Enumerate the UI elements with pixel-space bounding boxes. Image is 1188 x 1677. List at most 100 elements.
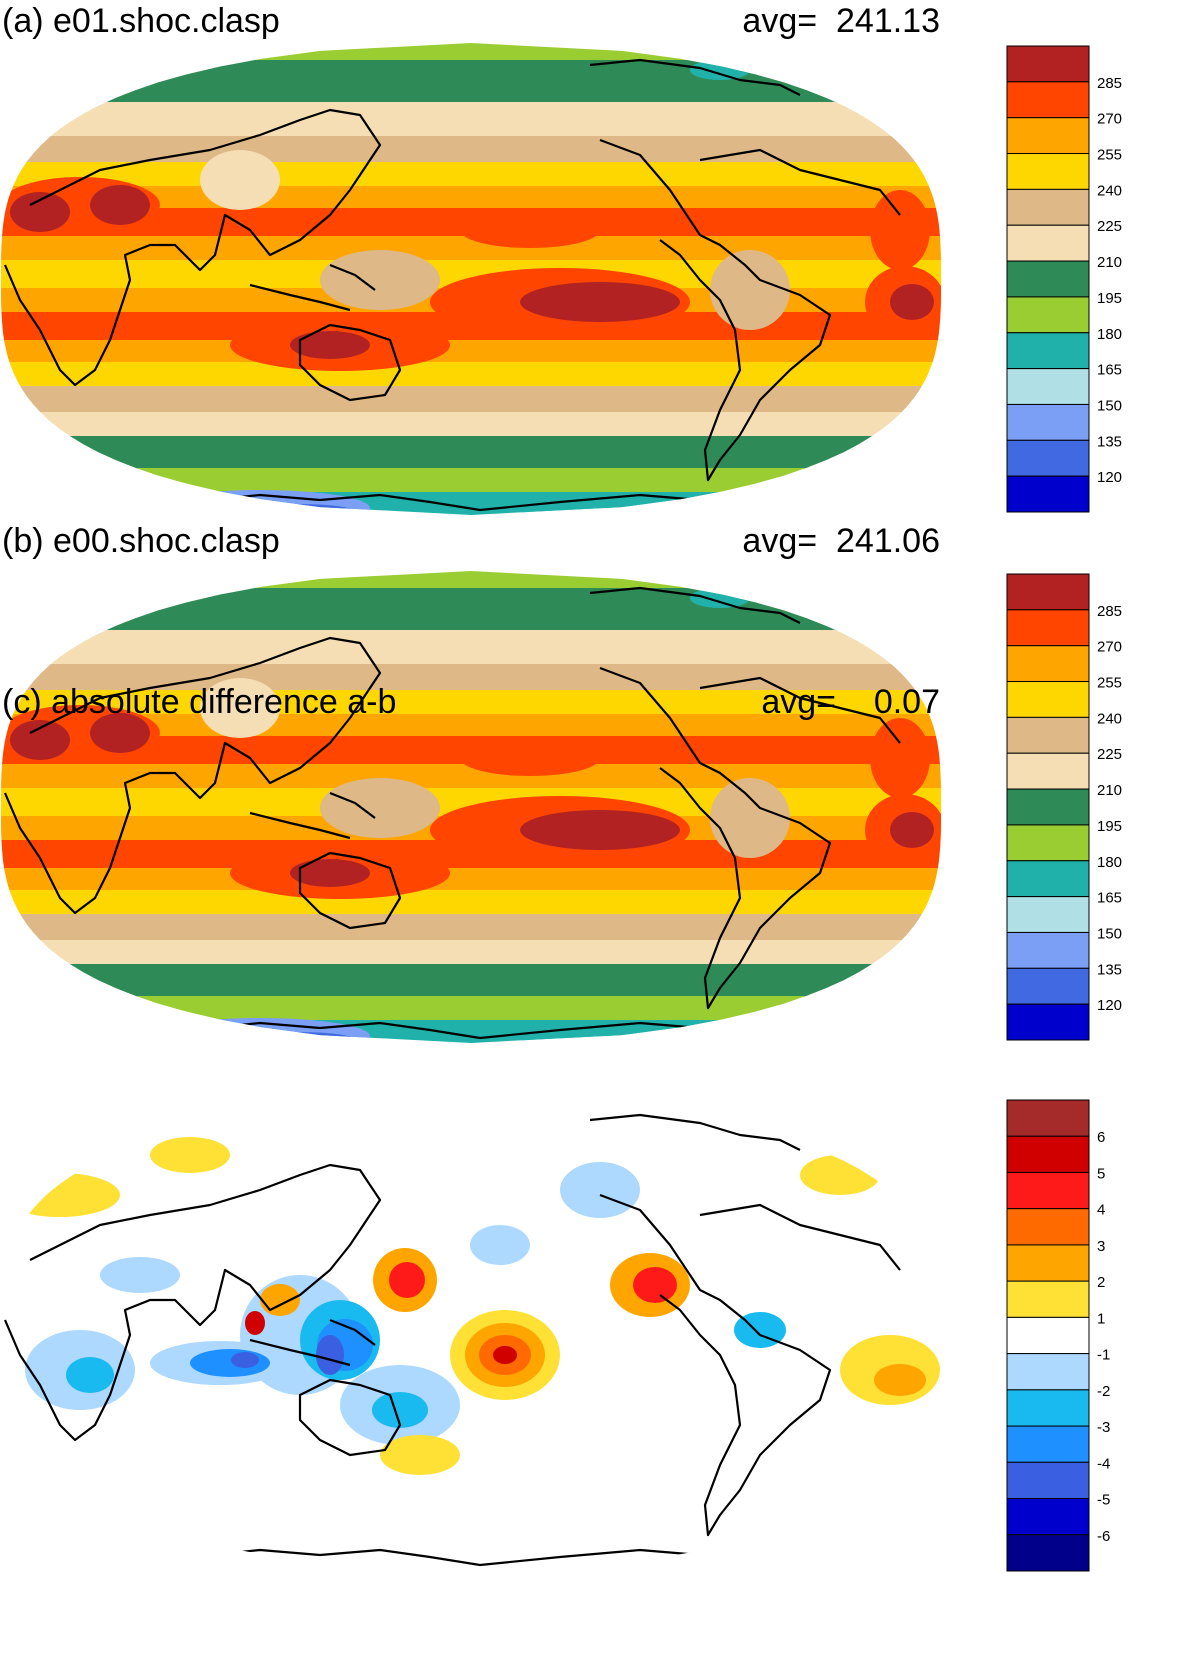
field-region: [890, 284, 934, 320]
panel-b-title: (b) e00.shoc.clasp: [2, 522, 280, 560]
colorbar-swatch: [1006, 1244, 1090, 1282]
colorbar-tick-label: -6: [1097, 1528, 1110, 1545]
colorbar-tick-label: 270: [1097, 111, 1122, 128]
colorbar-tick-label: 225: [1097, 218, 1122, 235]
difference-region: [633, 1267, 677, 1303]
colorbar-tick-label: 6: [1097, 1129, 1105, 1146]
colorbar-tick-label: -5: [1097, 1492, 1110, 1509]
colorbar-tick-label: 195: [1097, 290, 1122, 307]
colorbar-tick-label: -3: [1097, 1419, 1110, 1436]
colorbar-tick-label: 135: [1097, 961, 1122, 978]
colorbar-swatch: [1006, 1003, 1090, 1041]
field-band: [1, 996, 941, 1021]
panel-a-average: avg= 241.13: [740, 2, 940, 40]
colorbar-swatch: [1006, 573, 1090, 611]
colorbar-tick-label: 240: [1097, 710, 1122, 727]
colorbar-tick-label: 1: [1097, 1310, 1105, 1327]
colorbar-tick-label: 180: [1097, 854, 1122, 871]
field-band: [1, 340, 941, 363]
coastline: [589, 1113, 801, 1151]
panel-c-map: [1, 1098, 941, 1570]
field-region: [690, 588, 750, 608]
field-band: [1, 102, 941, 137]
field-region: [290, 859, 370, 887]
colorbar-tick-label: 150: [1097, 925, 1122, 942]
coastline: [3, 108, 382, 387]
field-band: [1, 764, 941, 789]
colorbar-swatch: [1006, 1461, 1090, 1500]
difference-region: [372, 1392, 428, 1428]
difference-region: [470, 1225, 530, 1265]
coastline: [3, 1163, 382, 1442]
field-region: [870, 190, 930, 270]
colorbar-swatch: [1006, 117, 1090, 155]
colorbar-swatch: [1006, 716, 1090, 754]
field-band: [1, 571, 941, 589]
colorbar-swatch: [1006, 1208, 1090, 1246]
panel-a-title: (a) e01.shoc.clasp: [2, 2, 280, 40]
colorbar-swatch: [1006, 824, 1090, 862]
colorbar-tick-label: 210: [1097, 254, 1122, 271]
field-region: [90, 713, 150, 753]
field-region: [870, 718, 930, 798]
colorbar-tick-label: 225: [1097, 746, 1122, 763]
field-band: [1, 468, 941, 493]
field-band: [1, 964, 941, 997]
difference-region: [245, 1311, 265, 1335]
field-band: [1, 492, 941, 515]
panel-a-avg-value: 241.13: [836, 2, 940, 40]
difference-region: [100, 1257, 180, 1293]
field-region: [710, 778, 790, 858]
panel-b-avg-value: 241.06: [836, 522, 940, 560]
colorbar-swatch: [1006, 81, 1090, 119]
colorbar-swatch: [1006, 1389, 1090, 1427]
colorbar-tick-label: 165: [1097, 362, 1122, 379]
colorbar-swatch: [1006, 681, 1090, 718]
field-region: [690, 60, 750, 80]
field-region: [200, 678, 280, 738]
field-band: [1, 588, 941, 631]
colorbar-tick-label: 285: [1097, 75, 1122, 92]
colorbar-swatch: [1006, 1316, 1090, 1355]
colorbar-tick-label: 270: [1097, 639, 1122, 656]
coastline: [249, 811, 351, 840]
difference-region: [874, 1364, 926, 1396]
colorbar-swatch: [1006, 896, 1090, 933]
colorbar-swatch: [1006, 609, 1090, 647]
colorbar-tick-label: 255: [1097, 675, 1122, 692]
difference-region: [231, 1352, 259, 1368]
field-band: [1, 412, 941, 437]
colorbar-swatch: [1006, 296, 1090, 334]
field-region: [320, 778, 440, 838]
coastline: [599, 138, 832, 482]
field-band: [1, 914, 941, 941]
colorbar-swatch: [1006, 224, 1090, 262]
field-band: [1, 630, 941, 665]
coastline: [298, 1378, 402, 1457]
difference-region: [260, 1284, 300, 1316]
field-region: [520, 282, 680, 322]
coastline: [699, 676, 901, 744]
field-region: [710, 250, 790, 330]
coastline: [3, 636, 382, 915]
difference-region: [1, 1173, 120, 1217]
difference-region: [493, 1346, 517, 1364]
difference-region: [800, 1155, 880, 1195]
field-region: [890, 812, 934, 848]
field-region: [290, 331, 370, 359]
field-region: [520, 810, 680, 850]
coastline: [599, 1193, 832, 1537]
coastline: [329, 791, 376, 819]
difference-region: [560, 1162, 640, 1218]
field-band: [1, 60, 941, 103]
difference-region: [389, 1262, 425, 1298]
colorbar-swatch: [1006, 967, 1090, 1005]
panel-b-average: avg= 241.06: [740, 522, 940, 560]
colorbar-tick-label: 3: [1097, 1238, 1105, 1255]
difference-region: [190, 1349, 270, 1377]
colorbar-swatch: [1006, 931, 1090, 969]
colorbar-swatch: [1006, 475, 1090, 513]
field-region: [320, 250, 440, 310]
coastline: [589, 586, 801, 624]
colorbar-tick-label: 285: [1097, 603, 1122, 620]
